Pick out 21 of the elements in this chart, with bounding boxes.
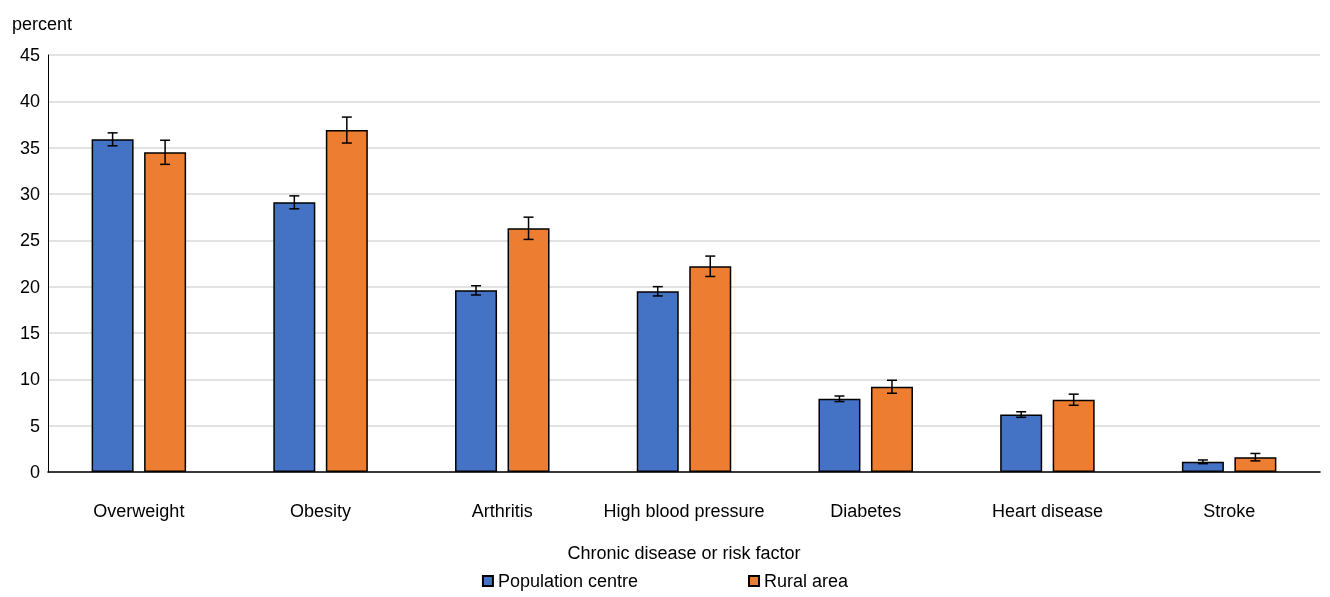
y-axis-title: percent <box>12 14 73 34</box>
x-tick-label: Overweight <box>93 501 185 521</box>
x-tick-label: Diabetes <box>830 501 902 521</box>
y-tick-label: 40 <box>19 91 40 112</box>
x-tick-label: High blood pressure <box>603 501 765 521</box>
x-axis-title: Chronic disease or risk factor <box>567 543 801 563</box>
y-tick-label: 30 <box>19 184 40 204</box>
y-tick-label: 35 <box>19 137 40 158</box>
y-tick-label: 10 <box>19 369 40 390</box>
y-tick-label: 5 <box>29 415 40 436</box>
y-tick-label: 0 <box>29 462 40 482</box>
y-tick-label: 25 <box>19 230 40 251</box>
y-tick-label: 15 <box>19 323 40 343</box>
x-tick-label: Heart disease <box>991 501 1103 521</box>
y-tick-label: 45 <box>19 45 40 65</box>
x-tick-label: Obesity <box>290 501 352 521</box>
legend-label: Population centre <box>497 571 639 591</box>
x-tick-label: Stroke <box>1203 501 1256 521</box>
y-tick-label: 20 <box>19 276 40 297</box>
legend-label: Rural area <box>764 571 850 591</box>
x-tick-label: Arthritis <box>471 501 533 521</box>
